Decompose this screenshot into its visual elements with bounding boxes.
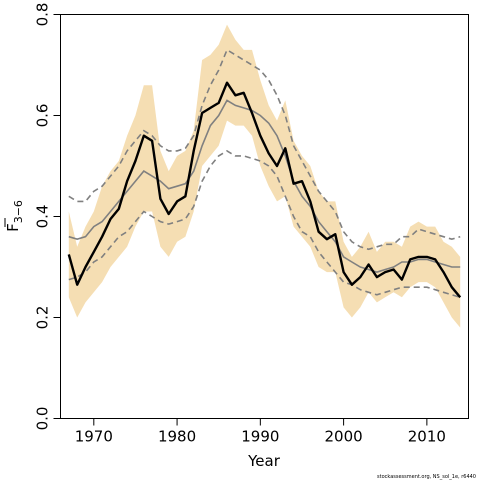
y-tick-label: 0.2 bbox=[34, 306, 52, 330]
reference-upper-dashed-line bbox=[68, 48, 461, 251]
x-tick-label: 2000 bbox=[325, 428, 363, 446]
estimate-line bbox=[67, 81, 462, 299]
y-tick-label: 0.0 bbox=[34, 407, 52, 431]
x-axis-title: Year bbox=[247, 452, 281, 470]
x-tick-label: 1990 bbox=[241, 428, 279, 446]
y-tick-label: 0.4 bbox=[34, 205, 52, 229]
svg-text:F3−6: F3−6 bbox=[4, 200, 25, 232]
x-tick-label: 2010 bbox=[408, 428, 446, 446]
footnote: stockassessment.org, NS_sol_1e, r6440 bbox=[377, 474, 476, 480]
y-axis-title: F3−6 bbox=[4, 200, 25, 232]
reference-line bbox=[68, 99, 461, 273]
y-axis-title-subscript: 3−6 bbox=[12, 200, 25, 223]
y-tick-label: 0.8 bbox=[34, 3, 52, 27]
y-axis: 0.0 0.2 0.4 0.6 0.8 bbox=[34, 3, 61, 431]
y-tick-label: 0.6 bbox=[34, 104, 52, 128]
x-axis: 1970 1980 1990 2000 2010 bbox=[75, 418, 446, 446]
y-axis-title-main: F bbox=[4, 223, 22, 232]
confidence-band bbox=[68, 24, 461, 328]
reference-lower-dashed-line bbox=[68, 149, 461, 299]
x-tick-label: 1970 bbox=[75, 428, 113, 446]
x-tick-label: 1980 bbox=[158, 428, 196, 446]
